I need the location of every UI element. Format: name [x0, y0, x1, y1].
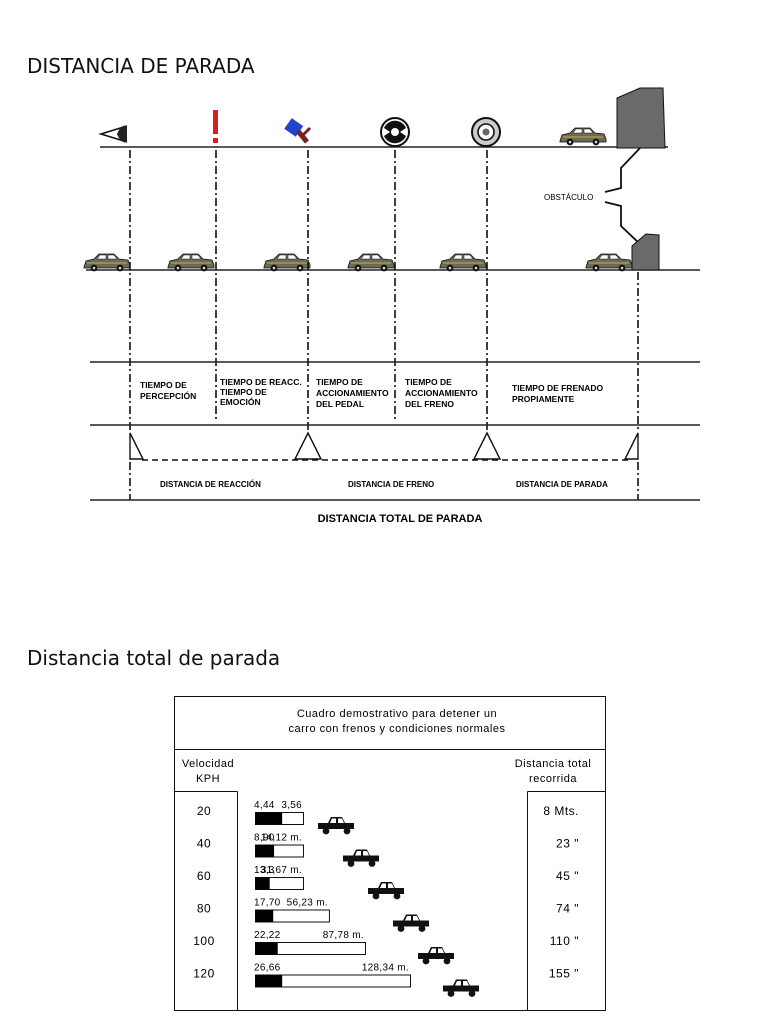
marker-braking-start — [472, 431, 502, 460]
reaction-distance-bar — [255, 877, 270, 890]
speed-value: 100 — [193, 934, 215, 948]
total-distance-value: 155 " — [549, 967, 579, 981]
total-distance-value: 23 " — [556, 837, 579, 851]
reaction-distance-bar — [255, 942, 278, 955]
speed-value: 120 — [193, 967, 215, 981]
phase-label-reaccion: TIEMPO DE REACC. TIEMPO DE EMOCIÓN — [220, 377, 304, 407]
car-icon — [585, 253, 633, 272]
braking-distance-label: 87,78 m. — [323, 930, 364, 941]
reaction-distance-label: 13,3 — [254, 865, 275, 876]
car-icon — [559, 127, 607, 146]
speed-value: 60 — [197, 869, 211, 883]
table-row: 120 26,66 128,34 m. 155 " — [193, 963, 579, 997]
reaction-distance-bar — [255, 975, 283, 987]
brake-drum-icon — [380, 117, 410, 147]
reaction-distance-bar — [255, 910, 274, 922]
car-icon — [83, 253, 131, 272]
stopping-table: Cuadro demostrativo para detener un carr… — [174, 696, 606, 1011]
obstacle-bracket-bottom — [604, 201, 641, 245]
speed-value: 80 — [197, 902, 211, 916]
reaction-distance-label: 26,66 — [254, 963, 281, 974]
phase-guide-lines — [129, 150, 639, 500]
exclamation-icon — [213, 110, 218, 143]
phase-label-pedal: TIEMPO DE ACCIONAMIENTO DEL PEDAL — [316, 377, 391, 409]
eye-icon — [98, 125, 128, 143]
braking-distance-label: 14,12 m. — [261, 833, 302, 844]
distance-freno-label: DISTANCIA DE FRENO — [348, 480, 434, 489]
table-row: 100 22,22 87,78 m. 110 " — [193, 930, 579, 965]
distance-reaccion-label: DISTANCIA DE REACCIÓN — [160, 480, 261, 489]
car-icon — [167, 253, 215, 272]
table-row: 60 13,331,67 m. 45 " — [197, 865, 579, 900]
car-icon — [439, 253, 487, 272]
velocidad-header: Velocidad — [182, 758, 234, 770]
total-distance-label: DISTANCIA TOTAL DE PARADA — [318, 513, 483, 525]
obstacle-top — [616, 87, 666, 149]
table-row: 20 4,44 3,56 8 Mts. — [197, 800, 579, 835]
braking-distance-label: 128,34 m. — [362, 963, 409, 974]
phase-label-freno: TIEMPO DE ACCIONAMIENTO DEL FRENO — [405, 377, 480, 409]
car-icon — [263, 253, 311, 272]
speed-value: 20 — [197, 804, 211, 818]
section-title-distancia-total: Distancia total de parada — [27, 646, 281, 670]
phase-label-frenado: TIEMPO DE FRENADO PROPIAMENTE — [512, 383, 606, 404]
table-header-line1: Cuadro demostrativo para detener un — [297, 708, 497, 720]
reaction-distance-label: 17,70 — [254, 898, 281, 909]
total-distance-value: 8 Mts. — [543, 804, 579, 818]
reaction-distance-label: 8,90 — [254, 833, 275, 844]
braking-distance-label: 3,56 — [281, 800, 302, 811]
obstacle-bottom — [631, 233, 660, 271]
obstacle-label: OBSTÁCULO — [544, 193, 593, 202]
speed-value: 40 — [197, 837, 211, 851]
marker-end — [623, 432, 639, 460]
reaction-distance-label: 22,22 — [254, 930, 281, 941]
marker-reaction-end — [293, 431, 323, 460]
marker-start — [129, 432, 145, 460]
pedal-icon — [284, 118, 312, 144]
braking-distance-label: 31,67 m. — [261, 865, 302, 876]
braking-distance-label: 56,23 m. — [287, 898, 328, 909]
total-distance-value: 45 " — [556, 869, 579, 883]
distance-parada-label: DISTANCIA DE PARADA — [516, 480, 608, 489]
total-distance-value: 74 " — [556, 902, 579, 916]
reaction-distance-label: 4,44 — [254, 800, 275, 811]
obstacle-bracket-top — [604, 147, 641, 193]
car-icon — [347, 253, 395, 272]
reaction-distance-bar — [255, 812, 283, 825]
reaction-distance-bar — [255, 845, 275, 857]
tire-icon — [471, 117, 501, 147]
distancia-total-header: Distancia total — [515, 758, 592, 770]
stopping-distance-diagram: OBSTÁCULO TIEMPO DE PERCEPCIÓN TIEMPO DE… — [83, 87, 700, 525]
table-row: 80 17,70 56,23 m. 74 " — [197, 898, 579, 932]
table-frame — [174, 696, 606, 1011]
phase-label-percepcion: TIEMPO DE PERCEPCIÓN — [140, 380, 196, 401]
table-header-line2: carro con frenos y condiciones normales — [289, 723, 506, 735]
section-title-distancia-de-parada: DISTANCIA DE PARADA — [27, 54, 255, 78]
kph-header: KPH — [196, 773, 220, 785]
recorrida-header: recorrida — [529, 773, 577, 785]
total-distance-value: 110 " — [550, 934, 579, 948]
